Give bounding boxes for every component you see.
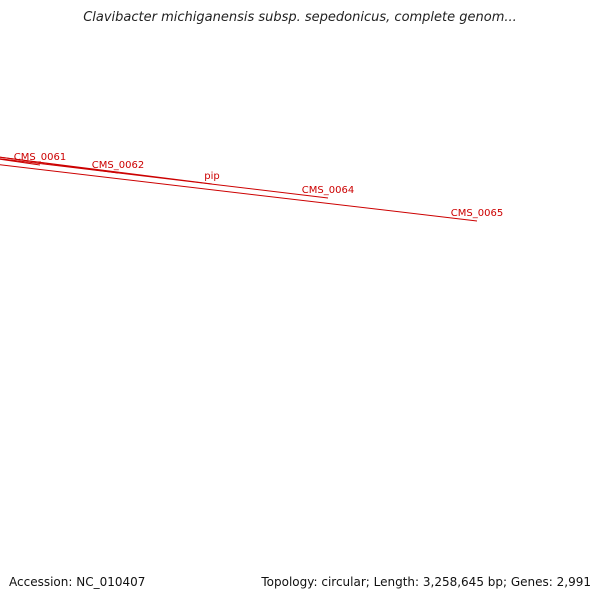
accession-label: Accession: NC_010407 [9, 575, 146, 589]
gene-label[interactable]: CMS_0065 [451, 208, 503, 219]
gene-leader-line [0, 164, 478, 222]
gene-leader-line [0, 156, 213, 185]
gene-leader-line [0, 158, 329, 199]
gene-label[interactable]: CMS_0062 [92, 160, 144, 171]
gene-label[interactable]: CMS_0061 [14, 152, 66, 163]
gene-label[interactable]: pip [204, 171, 219, 182]
map-title: Clavibacter michiganensis subsp. sepedon… [83, 10, 517, 25]
genome-summary: Topology: circular; Length: 3,258,645 bp… [261, 575, 591, 589]
gene-label[interactable]: CMS_0064 [302, 185, 354, 196]
gene-leader-line [0, 158, 41, 166]
